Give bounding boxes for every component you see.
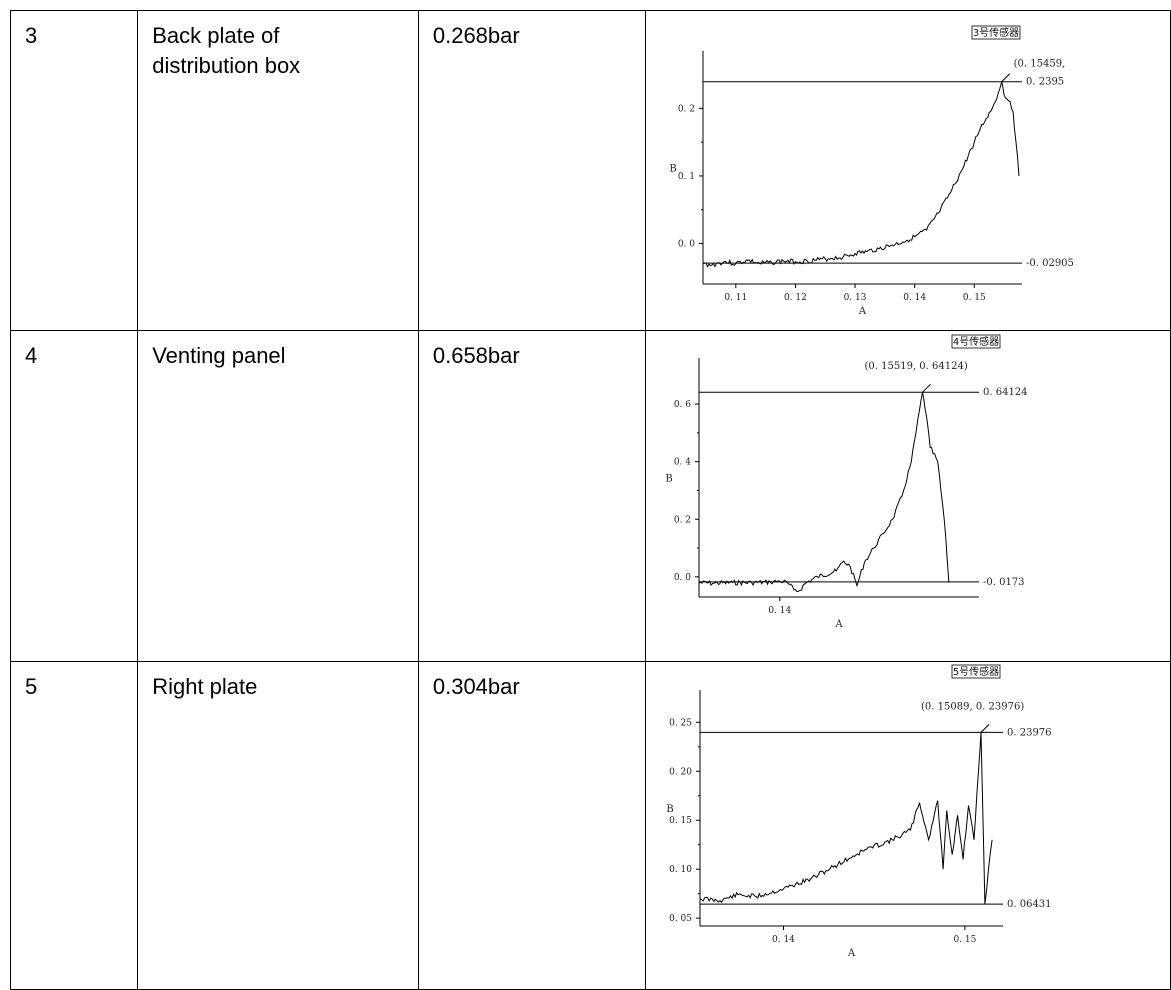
min-value-label: -0. 02905 <box>1026 258 1074 269</box>
min-value-label: -0. 0173 <box>983 577 1025 588</box>
row-index: 4 <box>25 343 38 368</box>
peak-point-label: (0. 15089, 0. 23976) <box>921 701 1024 712</box>
x-axis-label: A <box>858 306 867 317</box>
chart-cell: 5号传感器 0. 05 0. 10 0. 15 0. 20 0. 25 0. 14 0. 15… <box>644 661 1171 990</box>
y-tick-label: 0. 2 <box>678 104 695 114</box>
row-location: Venting panel <box>152 343 286 368</box>
y-axis-label: B <box>666 804 673 815</box>
y-axis-label: B <box>665 474 672 485</box>
pressure-cell: 0.304bar <box>417 661 646 990</box>
location-cell: Venting panel <box>137 330 419 662</box>
peak-leader-line <box>922 383 931 393</box>
x-tick-label: 0. 11 <box>724 293 747 303</box>
y-tick-label: 0. 1 <box>678 172 695 182</box>
chart-title-box <box>951 664 1001 679</box>
y-axis-label: B <box>669 164 676 175</box>
x-tick-label: 0. 15 <box>963 293 986 303</box>
pressure-cell: 0.268bar <box>417 10 646 331</box>
peak-leader-line <box>980 723 990 733</box>
y-tick-label: 0. 2 <box>674 515 691 525</box>
row-index: 5 <box>25 674 38 699</box>
row-location: Right plate <box>152 674 258 699</box>
row-pressure: 0.268bar <box>432 23 520 48</box>
row-pressure: 0.658bar <box>432 343 520 368</box>
x-tick-label: 0. 15 <box>953 935 976 945</box>
y-tick-label: 0. 6 <box>674 400 691 410</box>
y-tick-label: 0. 4 <box>674 458 691 468</box>
peak-point-label: (0. 15519, 0. 64124) <box>864 361 967 372</box>
data-series-line <box>699 732 993 905</box>
chart-title: 4号传感器 <box>953 335 999 348</box>
x-tick-label: 0. 14 <box>768 606 791 616</box>
max-value-label: 0. 64124 <box>983 387 1028 398</box>
y-tick-label: 0. 0 <box>674 573 691 583</box>
x-tick-label: 0. 12 <box>784 293 807 303</box>
y-tick-label: 0. 15 <box>669 816 692 826</box>
y-tick-label: 0. 10 <box>669 865 692 875</box>
index-cell: 3 <box>9 10 139 331</box>
pressure-cell: 0.658bar <box>417 330 646 662</box>
max-value-label: 0. 2395 <box>1026 77 1064 88</box>
location-cell: Back plate of distribution box <box>137 10 419 331</box>
x-axis-label: A <box>834 619 843 630</box>
row-index: 3 <box>25 23 38 48</box>
sensor-4-chart: 4号传感器 0. 0 0. 2 0. 4 0. 6 0. 14 A B 0. 64124 -0. … <box>665 334 1028 630</box>
location-cell: Right plate <box>137 661 419 990</box>
index-cell: 5 <box>9 661 139 990</box>
peak-leader-line <box>1001 73 1010 83</box>
table-row: 3 Back plate of distribution box 0.268ba… <box>9 10 1171 331</box>
data-series-line <box>702 81 1020 268</box>
min-value-label: 0. 06431 <box>1007 899 1052 910</box>
sensor-5-chart: 5号传感器 0. 05 0. 10 0. 15 0. 20 0. 25 0. 14 0. 15… <box>666 664 1052 959</box>
peak-point-label: (0. 15459, <box>1013 59 1065 70</box>
y-tick-label: 0. 20 <box>669 767 692 777</box>
x-axis-label: A <box>847 948 856 959</box>
chart-title-box <box>971 25 1021 40</box>
y-tick-label: 0. 25 <box>669 718 692 728</box>
row-pressure: 0.304bar <box>432 674 520 699</box>
data-series-line <box>698 392 950 593</box>
index-cell: 4 <box>9 330 139 662</box>
max-value-label: 0. 23976 <box>1007 727 1052 738</box>
table-row: 5 Right plate 0.304bar 5号传感器 0. 05 0. 10 0.… <box>9 661 1171 990</box>
y-tick-label: 0. 05 <box>669 914 692 924</box>
y-tick-label: 0. 0 <box>678 239 695 249</box>
results-table: 3 Back plate of distribution box 0.268ba… <box>9 10 1171 990</box>
row-location: Back plate of distribution box <box>152 23 301 78</box>
chart-cell: 3号传感器 0. 0 0. 1 0. 2 0. 11 0. 12 0. 13 0. 14 0. … <box>644 10 1171 331</box>
x-tick-label: 0. 14 <box>772 935 795 945</box>
chart-title: 5号传感器 <box>953 665 999 678</box>
chart-title: 3号传感器 <box>973 26 1019 39</box>
sensor-3-chart: 3号传感器 0. 0 0. 1 0. 2 0. 11 0. 12 0. 13 0. 14 0. … <box>669 25 1074 317</box>
table-row: 4 Venting panel 0.658bar 4号传感器 0. 0 0. 2 0.… <box>9 330 1171 662</box>
x-tick-label: 0. 14 <box>903 293 926 303</box>
x-tick-label: 0. 13 <box>843 293 866 303</box>
chart-cell: 4号传感器 0. 0 0. 2 0. 4 0. 6 0. 14 A B 0. 64124 -0. … <box>644 330 1171 662</box>
chart-title-box <box>951 334 1001 349</box>
